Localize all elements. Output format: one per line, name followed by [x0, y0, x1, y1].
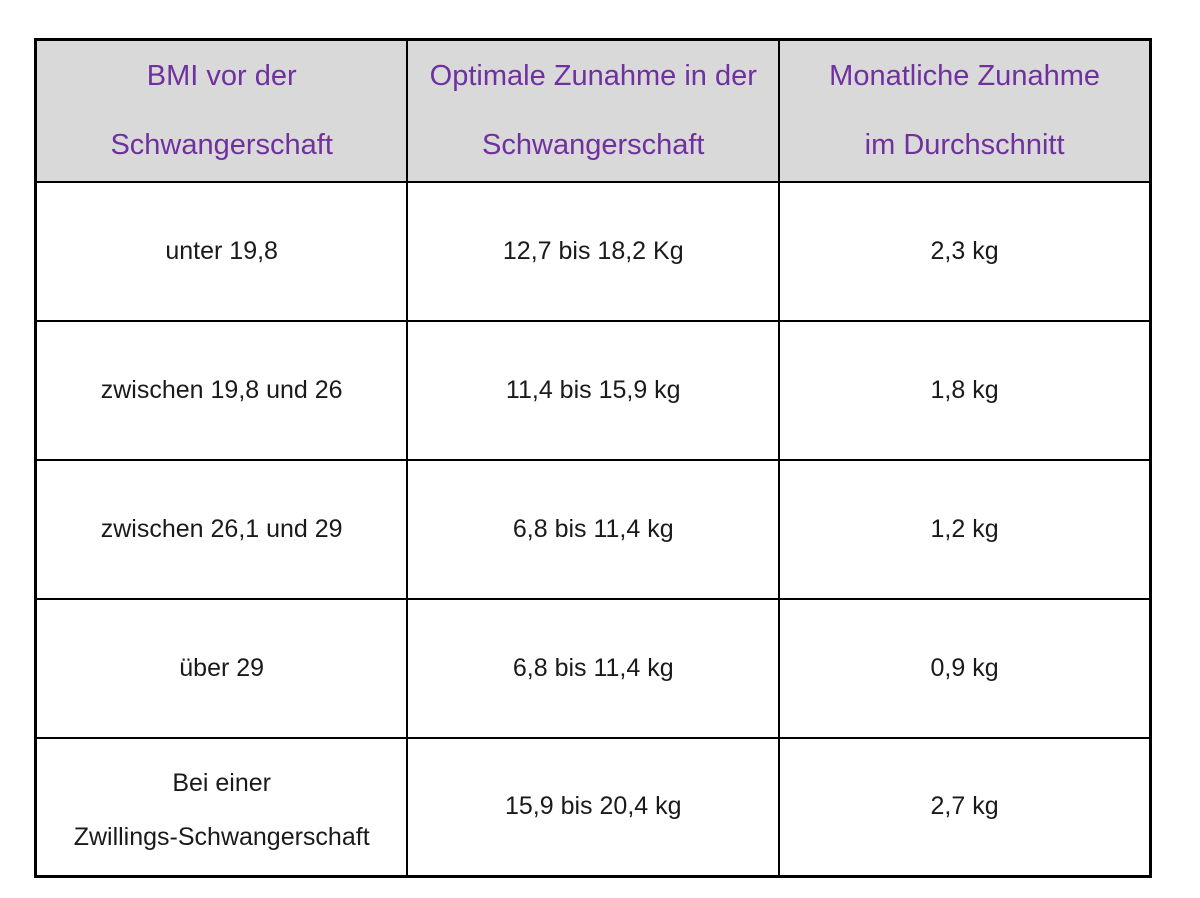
cell-optimal-gain: 11,4 bis 15,9 kg	[406, 319, 781, 461]
cell-monthly-gain: 0,9 kg	[778, 597, 1152, 739]
cell-bmi: zwischen 19,8 und 26	[34, 319, 409, 461]
header-cell-bmi: BMI vor der Schwangerschaft	[34, 38, 409, 183]
cell-monthly-gain: 1,2 kg	[778, 458, 1152, 600]
table-row: zwischen 19,8 und 26 11,4 bis 15,9 kg 1,…	[34, 319, 1152, 461]
cell-optimal-gain: 15,9 bis 20,4 kg	[406, 736, 781, 878]
bmi-weight-gain-table: BMI vor der Schwangerschaft Optimale Zun…	[34, 38, 1152, 878]
cell-bmi: Bei einer Zwillings-Schwangerschaft	[34, 736, 409, 878]
header-optimal-line2: Schwangerschaft	[482, 128, 705, 161]
cell-monthly-gain: 2,3 kg	[778, 180, 1152, 322]
cell-monthly-gain: 1,8 kg	[778, 319, 1152, 461]
table-row: über 29 6,8 bis 11,4 kg 0,9 kg	[34, 597, 1152, 739]
header-cell-optimal-gain: Optimale Zunahme in der Schwangerschaft	[406, 38, 781, 183]
header-bmi-line1: BMI vor der	[146, 59, 297, 92]
cell-optimal-gain: 12,7 bis 18,2 Kg	[406, 180, 781, 322]
cell-bmi: zwischen 26,1 und 29	[34, 458, 409, 600]
table-row: zwischen 26,1 und 29 6,8 bis 11,4 kg 1,2…	[34, 458, 1152, 600]
cell-bmi: über 29	[34, 597, 409, 739]
cell-bmi-line1: Bei einer	[172, 768, 271, 797]
table-row: Bei einer Zwillings-Schwangerschaft 15,9…	[34, 736, 1152, 878]
header-optimal-line1: Optimale Zunahme in der	[429, 59, 757, 92]
cell-bmi-line2: Zwillings-Schwangerschaft	[73, 822, 370, 851]
cell-bmi: unter 19,8	[34, 180, 409, 322]
header-cell-monthly-gain: Monatliche Zunahme im Durchschnitt	[778, 38, 1152, 183]
cell-optimal-gain: 6,8 bis 11,4 kg	[406, 597, 781, 739]
header-bmi-line2: Schwangerschaft	[110, 128, 333, 161]
cell-optimal-gain: 6,8 bis 11,4 kg	[406, 458, 781, 600]
header-monthly-line2: im Durchschnitt	[864, 128, 1065, 161]
table-row: unter 19,8 12,7 bis 18,2 Kg 2,3 kg	[34, 180, 1152, 322]
table-header-row: BMI vor der Schwangerschaft Optimale Zun…	[34, 38, 1152, 183]
cell-monthly-gain: 2,7 kg	[778, 736, 1152, 878]
header-monthly-line1: Monatliche Zunahme	[829, 59, 1100, 92]
